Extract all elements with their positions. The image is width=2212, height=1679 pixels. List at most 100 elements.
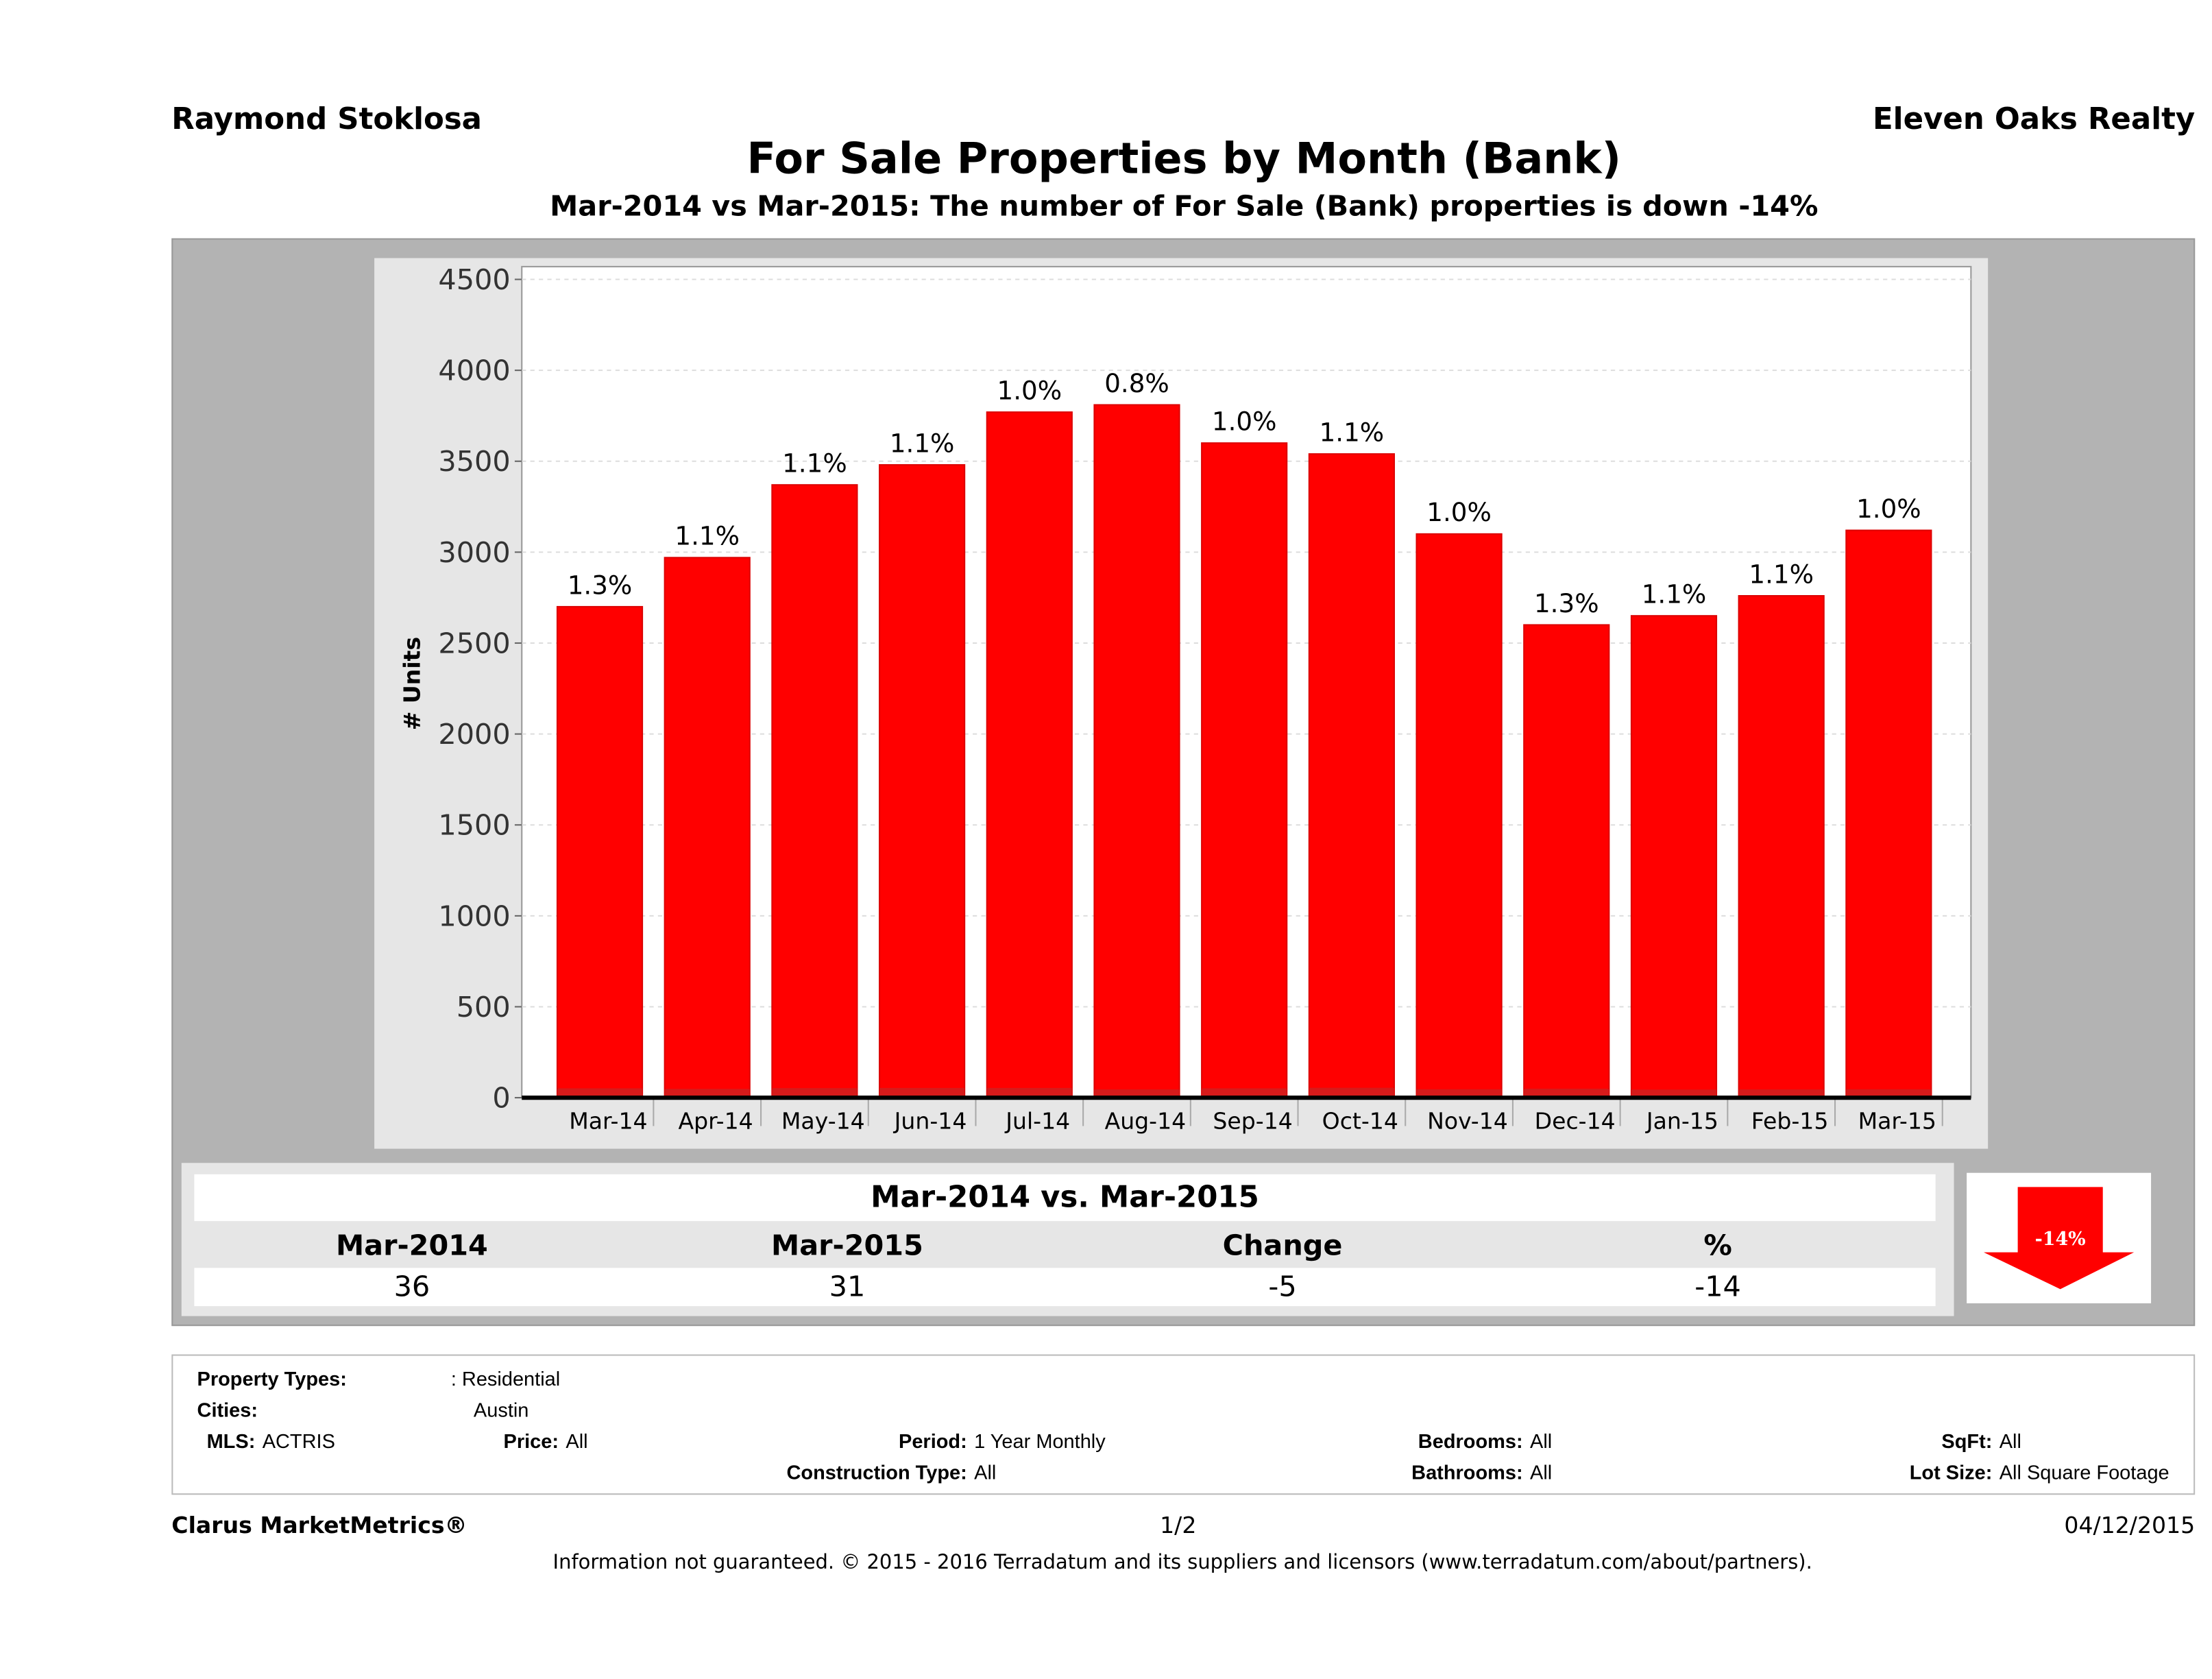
chart-title: For Sale Properties by Month (Bank) bbox=[746, 134, 1622, 184]
data-label: 0.8% bbox=[1104, 368, 1169, 398]
bar bbox=[664, 557, 751, 1099]
data-label: 1.0% bbox=[997, 376, 1062, 406]
bar-bank-segment bbox=[986, 1087, 1072, 1098]
brand: Clarus MarketMetrics® bbox=[171, 1512, 467, 1539]
y-tick-label: 3500 bbox=[438, 445, 510, 478]
bar-bank-segment bbox=[1202, 1088, 1287, 1098]
x-tick-label: Jul-14 bbox=[1004, 1108, 1070, 1135]
chart-subtitle: Mar-2014 vs Mar-2015: The number of For … bbox=[550, 189, 1819, 223]
data-label: 1.1% bbox=[1749, 559, 1814, 589]
label: Property Types: bbox=[197, 1367, 347, 1390]
bar bbox=[1308, 453, 1395, 1099]
x-tick-label: May-14 bbox=[781, 1108, 865, 1135]
data-label: 1.3% bbox=[568, 570, 633, 600]
y-axis-label: # Units bbox=[398, 637, 425, 730]
y-tick-label: 4000 bbox=[438, 354, 510, 387]
bar bbox=[771, 484, 858, 1099]
bar bbox=[1845, 529, 1932, 1099]
agent-name: Raymond Stoklosa bbox=[171, 101, 483, 136]
bar-bank-segment bbox=[879, 1087, 965, 1098]
report-date: 04/12/2015 bbox=[2064, 1512, 2196, 1539]
x-tick-label: Apr-14 bbox=[679, 1108, 753, 1135]
data-label: 1.0% bbox=[1426, 497, 1492, 527]
summary-header: Mar-2015 bbox=[771, 1228, 923, 1263]
y-tick-label: 500 bbox=[457, 991, 511, 1024]
bar-bank-segment bbox=[1524, 1088, 1609, 1098]
y-tick-label: 2000 bbox=[438, 718, 510, 751]
filter-price: Price: All bbox=[504, 1429, 588, 1453]
filter-lot-size: Lot Size: All Square Footage bbox=[1910, 1460, 2170, 1484]
y-tick-label: 1500 bbox=[438, 809, 510, 842]
value: ACTRIS bbox=[262, 1429, 335, 1453]
value: 1 Year Monthly bbox=[974, 1429, 1106, 1453]
y-tick-label: 2500 bbox=[438, 627, 510, 660]
bar-bank-segment bbox=[1309, 1087, 1394, 1098]
bar bbox=[986, 411, 1073, 1099]
x-tick-label: Mar-15 bbox=[1858, 1108, 1936, 1135]
bar bbox=[1523, 624, 1610, 1099]
label: Bathrooms: bbox=[1411, 1460, 1523, 1484]
data-label: 1.0% bbox=[1212, 407, 1277, 437]
x-tick-label: Mar-14 bbox=[569, 1108, 647, 1135]
filter-cities: Cities: Austin bbox=[197, 1398, 529, 1421]
x-tick-label: Nov-14 bbox=[1427, 1108, 1508, 1135]
bar bbox=[1201, 442, 1288, 1099]
label: Lot Size: bbox=[1909, 1460, 1993, 1484]
data-label: 1.1% bbox=[1320, 418, 1385, 448]
value: : Residential bbox=[450, 1367, 561, 1390]
filter-construction: Construction Type: All bbox=[786, 1460, 997, 1484]
filter-property-types: Property Types: : Residential bbox=[197, 1367, 561, 1390]
x-tick-label: Sep-14 bbox=[1213, 1108, 1292, 1135]
label: MLS: bbox=[206, 1429, 256, 1453]
data-label: 1.1% bbox=[890, 428, 955, 458]
data-label: 1.1% bbox=[782, 448, 847, 479]
bar bbox=[1630, 615, 1718, 1099]
label: Bedrooms: bbox=[1418, 1429, 1523, 1453]
value: All bbox=[566, 1429, 588, 1453]
y-tick-label: 4500 bbox=[438, 263, 510, 296]
chart-area: 0 500 1000 1500 2000 2500 3000 3500 4000 4500 # Un… bbox=[374, 258, 1989, 1149]
y-tick-label: 1000 bbox=[438, 899, 510, 932]
summary-title: Mar-2014 vs. Mar-2015 bbox=[194, 1174, 1936, 1222]
bar bbox=[1415, 533, 1503, 1099]
company-name: Eleven Oaks Realty bbox=[1873, 101, 2196, 136]
bar bbox=[556, 605, 644, 1099]
label: Cities: bbox=[197, 1398, 258, 1421]
x-tick-label: Jun-14 bbox=[893, 1108, 967, 1135]
summary-value: -14 bbox=[1694, 1269, 1741, 1304]
value: All bbox=[1999, 1429, 2021, 1453]
x-tick-label: Dec-14 bbox=[1535, 1108, 1616, 1135]
filter-bathrooms: Bathrooms: All bbox=[1411, 1460, 1553, 1484]
data-label: 1.1% bbox=[1642, 579, 1707, 609]
value: All bbox=[974, 1460, 997, 1484]
y-tick-label: 3000 bbox=[438, 536, 510, 569]
x-tick-label: Oct-14 bbox=[1322, 1108, 1398, 1135]
summary-header: Mar-2014 bbox=[335, 1228, 488, 1263]
summary-value: -5 bbox=[1268, 1269, 1297, 1304]
filter-criteria: Property Types: : Residential Cities: Aust… bbox=[171, 1354, 2196, 1495]
data-label: 1.0% bbox=[1856, 494, 1921, 524]
page-number: 1/2 bbox=[1160, 1512, 1197, 1539]
filter-period: Period: 1 Year Monthly bbox=[899, 1429, 1106, 1453]
value: All Square Footage bbox=[1999, 1460, 2170, 1484]
label: Price: bbox=[503, 1429, 559, 1453]
label: Construction Type: bbox=[786, 1460, 967, 1484]
summary-value: 31 bbox=[829, 1269, 866, 1304]
y-tick-label: 0 bbox=[492, 1082, 510, 1115]
value: All bbox=[1530, 1429, 1553, 1453]
bar bbox=[879, 464, 966, 1099]
bar-chart: 0 500 1000 1500 2000 2500 3000 3500 4000 4500 # Un… bbox=[398, 263, 1972, 1135]
value: Austin bbox=[473, 1398, 529, 1421]
summary-value: 36 bbox=[393, 1269, 430, 1304]
data-label: 1.1% bbox=[674, 521, 740, 551]
data-label: 1.3% bbox=[1534, 588, 1599, 618]
summary-table: Mar-2014 vs. Mar-2015 Mar-2014 Mar-2015 … bbox=[181, 1163, 1954, 1316]
x-tick-label: Feb-15 bbox=[1751, 1108, 1829, 1135]
arrow-down-icon: -14% bbox=[1983, 1187, 2135, 1290]
bar bbox=[1093, 404, 1180, 1099]
x-tick-label: Aug-14 bbox=[1105, 1108, 1187, 1135]
filter-mls: MLS: ACTRIS bbox=[207, 1429, 335, 1453]
label: Period: bbox=[899, 1429, 967, 1453]
summary-header: % bbox=[1703, 1228, 1732, 1263]
value: All bbox=[1530, 1460, 1553, 1484]
